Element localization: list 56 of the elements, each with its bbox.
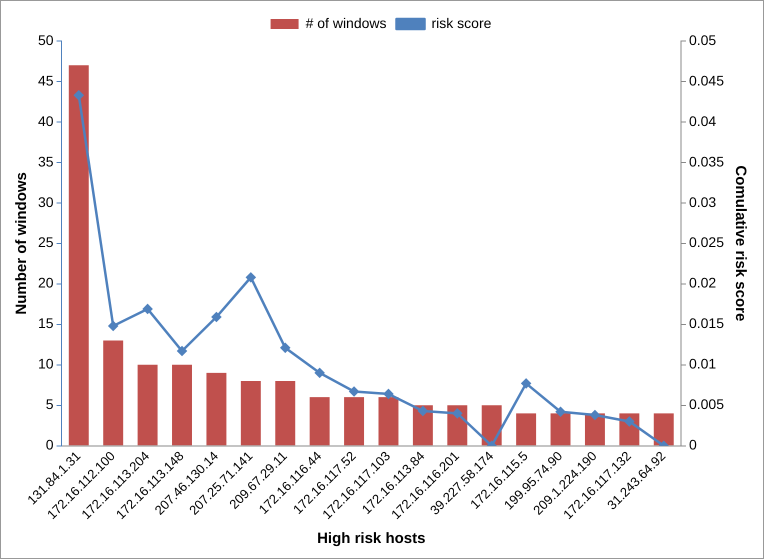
point [74,90,84,100]
point [349,386,359,396]
point [246,272,256,282]
x-axis-title: High risk hosts [317,530,426,548]
bar [550,413,571,446]
y-axis-title: Number of windows [13,172,30,315]
y2-tick-label: 0.035 [688,153,724,170]
y-tick-label: 40 [38,112,54,129]
bar [378,397,398,446]
y2-tick-label: 0.05 [688,32,716,48]
bar [240,380,261,446]
point [108,321,118,331]
y-tick-label: 50 [38,32,54,48]
y2-tick-label: 0 [688,436,697,453]
y-tick-label: 35 [38,153,54,170]
point [556,407,566,417]
y2-tick-label: 0.03 [688,194,716,210]
y2-tick-label: 0.015 [688,315,724,332]
bar [206,372,226,446]
bar [172,364,192,446]
y-tick-label: 15 [38,315,54,332]
y2-tick-label: 0.02 [688,274,716,291]
y-tick-label: 0 [46,436,54,453]
bar [138,364,158,446]
y2-tick-label: 0.01 [688,356,716,372]
bar [275,380,296,446]
y2-tick-label: 0.025 [688,234,724,250]
point [314,368,324,378]
bar [344,397,364,446]
point [590,410,600,420]
bar [654,413,674,446]
y2-tick-label: 0.045 [688,72,724,88]
y-tick-label: 25 [38,234,54,250]
bar [103,340,124,446]
point [521,378,531,388]
point [384,389,394,399]
legend-label: # of windows [306,14,387,31]
bar [310,397,330,446]
y2-tick-label: 0.04 [688,112,716,129]
point [142,304,152,314]
point [418,406,428,416]
y-tick-label: 10 [38,356,54,372]
legend-label: risk score [432,14,492,31]
y-tick-label: 20 [38,274,54,291]
point [280,343,290,353]
y2-axis-title: Comulative risk score [732,165,749,322]
y-tick-label: 5 [46,396,54,412]
y2-tick-label: 0.005 [688,396,724,412]
point [624,416,634,426]
y-tick-label: 30 [38,194,54,210]
point [452,408,462,418]
y-tick-label: 45 [38,72,54,88]
bar [68,65,89,446]
bar [516,413,536,446]
point [212,312,222,322]
point [177,346,187,356]
